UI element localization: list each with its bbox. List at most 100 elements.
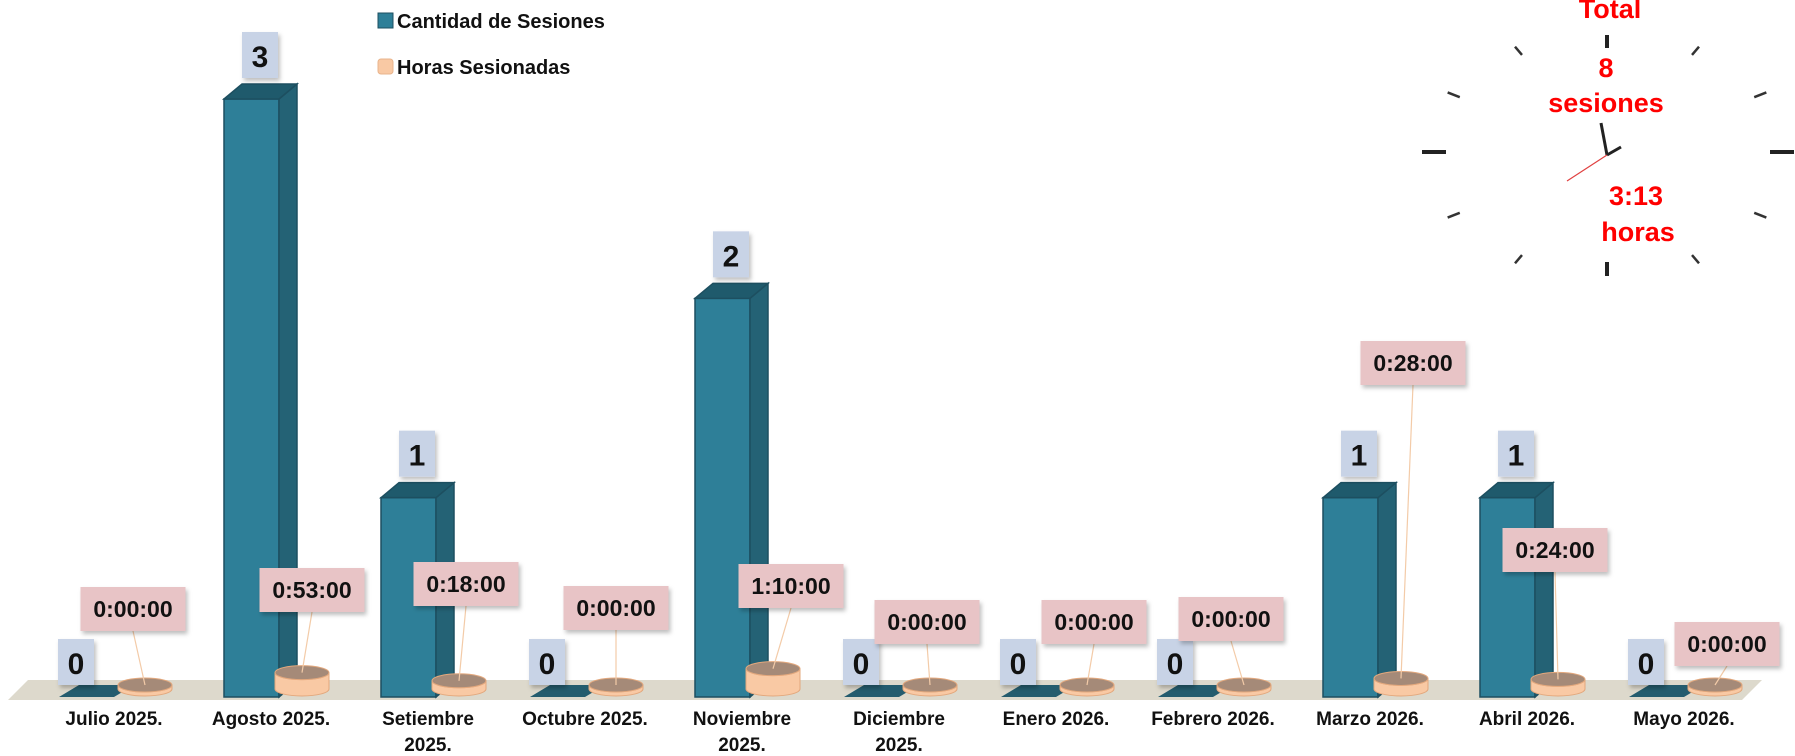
sesiones-value-label: 2 xyxy=(723,240,740,273)
bar-sesiones xyxy=(1001,685,1076,697)
sesiones-label-box xyxy=(399,430,435,477)
horas-label-box xyxy=(738,564,844,608)
category-label: 2025. xyxy=(875,735,923,756)
bar-sesiones xyxy=(1320,481,1399,699)
horas-label-box xyxy=(563,586,669,630)
category-label: 2025. xyxy=(718,735,766,756)
horas-label-box xyxy=(80,587,186,631)
sesiones-value-label: 0 xyxy=(1638,648,1655,681)
horas-leader-line xyxy=(1554,571,1559,680)
horas-value-label: 0:00:00 xyxy=(1054,609,1133,635)
sesiones-label-box xyxy=(1628,639,1664,685)
clock-tick xyxy=(1753,91,1767,99)
clock-tick xyxy=(1691,45,1700,56)
sesiones-label-box xyxy=(713,231,749,278)
total-sessions-value: 8 xyxy=(1598,53,1613,83)
bar-sesiones xyxy=(1158,685,1233,697)
horas-leader-line xyxy=(301,611,313,673)
clock-second-hand xyxy=(1566,154,1608,182)
category-label: Octubre 2025. xyxy=(522,709,648,730)
bar-sesiones xyxy=(530,685,605,697)
bar-sesiones xyxy=(59,685,134,697)
category-label: Enero 2026. xyxy=(1003,709,1110,730)
category-label: Abril 2026. xyxy=(1479,709,1575,730)
disk-horas xyxy=(1687,677,1743,697)
horas-value-label: 0:24:00 xyxy=(1515,537,1594,563)
sesiones-label-box xyxy=(58,639,94,685)
bar-sesiones xyxy=(1629,685,1704,697)
category-label: Mayo 2026. xyxy=(1633,709,1734,730)
horas-leader-line xyxy=(1230,640,1245,686)
category-label: Julio 2025. xyxy=(65,709,162,730)
sesiones-label-box xyxy=(843,639,879,685)
total-sessions-unit: sesiones xyxy=(1548,88,1664,118)
clock-tick xyxy=(1447,91,1461,99)
horas-value-label: 0:28:00 xyxy=(1373,350,1452,376)
total-title: Total xyxy=(1579,0,1642,24)
horas-label-box xyxy=(413,562,519,606)
sesiones-value-label: 0 xyxy=(68,648,85,681)
horas-leader-line xyxy=(1714,665,1728,686)
sesiones-value-label: 3 xyxy=(252,41,269,74)
category-label: 2025. xyxy=(404,735,452,756)
total-hours-unit: horas xyxy=(1601,217,1675,247)
disk-horas xyxy=(1216,677,1272,697)
horas-value-label: 0:00:00 xyxy=(887,609,966,635)
sesiones-value-label: 0 xyxy=(539,648,556,681)
disk-horas xyxy=(1059,677,1115,697)
plot-area: 0 0:00:00 Julio 2025. 3 0:53:00 Agosto 2025. 1… xyxy=(58,32,1780,756)
category-label: Diciembre xyxy=(853,709,945,730)
sesiones-label-box xyxy=(529,639,565,685)
sesiones-label-box xyxy=(1498,430,1534,477)
horas-leader-line xyxy=(1400,384,1414,679)
sesiones-value-label: 0 xyxy=(853,648,870,681)
sesiones-label-box xyxy=(1341,430,1377,477)
horas-label-box xyxy=(1502,528,1608,572)
horas-label-box xyxy=(874,600,980,644)
horas-leader-line xyxy=(132,630,146,686)
bar-sesiones xyxy=(844,685,919,697)
horas-value-label: 0:00:00 xyxy=(576,595,655,621)
horas-leader-line xyxy=(926,643,931,686)
horas-value-label: 0:53:00 xyxy=(272,577,351,603)
clock-tick xyxy=(1691,254,1700,265)
total-summary: Total 8 sesiones 3:13 horas xyxy=(1548,0,1675,247)
clock-hand xyxy=(1606,145,1622,157)
legend-swatch-sesiones xyxy=(377,12,394,29)
legend-swatch-horas xyxy=(377,58,394,75)
horas-value-label: 0:00:00 xyxy=(93,596,172,622)
horas-label-box xyxy=(1360,341,1466,385)
sesiones-value-label: 1 xyxy=(1508,440,1525,473)
legend-label-horas: Horas Sesionadas xyxy=(397,57,570,79)
horas-label-box xyxy=(259,568,365,612)
horas-value-label: 0:18:00 xyxy=(426,571,505,597)
horas-leader-line xyxy=(458,605,467,681)
category-label: Marzo 2026. xyxy=(1316,709,1424,730)
horas-label-box xyxy=(1674,622,1780,666)
sesiones-label-box xyxy=(242,32,278,78)
sesiones-value-label: 1 xyxy=(409,440,426,473)
clock-tick xyxy=(1447,211,1461,219)
sesiones-label-box xyxy=(1157,639,1193,685)
total-hours-value: 3:13 xyxy=(1609,181,1663,211)
bar-sesiones xyxy=(1477,481,1556,699)
clock-icon xyxy=(1422,35,1794,276)
clock-tick xyxy=(1514,254,1523,265)
category-label: Febrero 2026. xyxy=(1151,709,1275,730)
clock-tick xyxy=(1514,45,1523,56)
clock-tick xyxy=(1753,211,1767,219)
horas-value-label: 1:10:00 xyxy=(751,573,830,599)
horas-value-label: 0:00:00 xyxy=(1191,606,1270,632)
sesiones-value-label: 1 xyxy=(1351,440,1368,473)
category-label: Agosto 2025. xyxy=(212,709,330,730)
bar-sesiones xyxy=(692,281,771,699)
clock-hand xyxy=(1599,122,1609,156)
horas-leader-line xyxy=(772,607,792,669)
horas-value-label: 0:00:00 xyxy=(1687,631,1766,657)
sesiones-value-label: 0 xyxy=(1167,648,1184,681)
horas-label-box xyxy=(1041,600,1147,644)
horas-label-box xyxy=(1178,597,1284,641)
category-label: Setiembre xyxy=(382,709,474,730)
disk-horas xyxy=(117,677,173,697)
legend-label-sesiones: Cantidad de Sesiones xyxy=(397,11,605,33)
